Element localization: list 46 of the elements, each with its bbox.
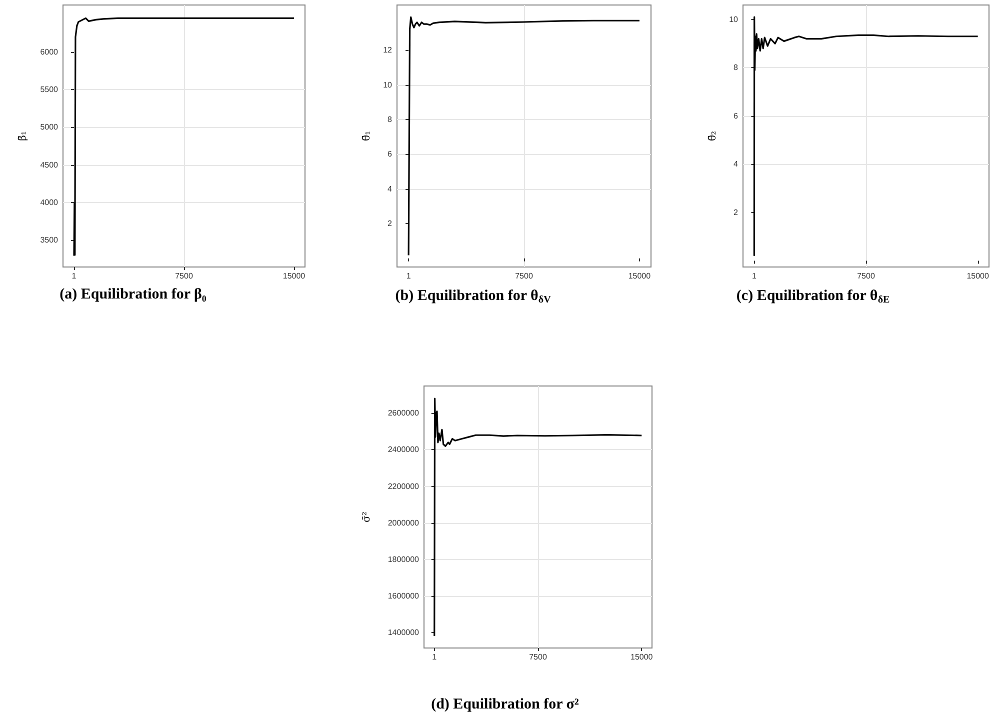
text: (d) Equilibration for σ² [431, 696, 580, 712]
x-tick-label: 1 [72, 272, 77, 280]
y-tick-label: 4 [388, 184, 393, 194]
y-tick-label: 6 [734, 111, 739, 120]
y-tick-label: 4500 [40, 160, 59, 170]
y-axis-title: β̄₁ [18, 131, 28, 141]
y-tick-label: 1400000 [388, 628, 420, 637]
y-tick-label: 6 [388, 150, 393, 159]
y-tick-label: 5500 [40, 85, 59, 94]
y-tick-label: 2400000 [388, 445, 420, 454]
x-tick-label: 7500 [857, 272, 876, 280]
x-tick-label: 7500 [515, 272, 534, 280]
y-tick-label: 4 [734, 160, 739, 169]
y-tick-label: 1600000 [388, 591, 420, 600]
line-series [408, 16, 640, 256]
y-tick-label: 2600000 [388, 408, 420, 418]
y-tick-label: 5000 [40, 122, 59, 132]
y-tick-label: 12 [383, 46, 393, 55]
y-axis-title: σ̄² [362, 512, 372, 522]
x-tick-label: 1 [432, 652, 438, 662]
x-tick-label: 15000 [282, 272, 306, 280]
x-tick-label: 7500 [529, 652, 548, 662]
y-tick-label: 6000 [40, 47, 59, 56]
text: (a) Equilibration for β₀ [60, 286, 207, 302]
y-tick-label: 2200000 [388, 482, 420, 491]
x-tick-label: 15000 [628, 272, 652, 280]
x-tick-label: 15000 [630, 652, 654, 662]
y-tick-label: 8 [734, 63, 739, 72]
y-tick-label: 10 [383, 80, 393, 90]
y-tick-label: 3500 [40, 235, 59, 244]
x-tick-label: 1 [406, 272, 412, 280]
y-tick-label: 2 [734, 208, 739, 217]
x-tick-label: 7500 [175, 272, 194, 280]
y-tick-label: 10 [729, 14, 739, 24]
y-tick-label: 1800000 [388, 554, 420, 564]
x-tick-label: 15000 [966, 272, 990, 280]
line-series [73, 17, 295, 257]
y-tick-label: 2000000 [388, 518, 420, 528]
y-axis-title: θ̄₂ [708, 130, 719, 142]
y-tick-label: 4000 [40, 198, 59, 207]
y-tick-label: 8 [388, 115, 393, 124]
line-series [753, 16, 979, 257]
x-tick-label: 1 [752, 272, 757, 280]
line-series [434, 398, 642, 637]
y-tick-label: 2 [388, 219, 393, 228]
y-axis-title: θ̄₁ [362, 130, 373, 142]
